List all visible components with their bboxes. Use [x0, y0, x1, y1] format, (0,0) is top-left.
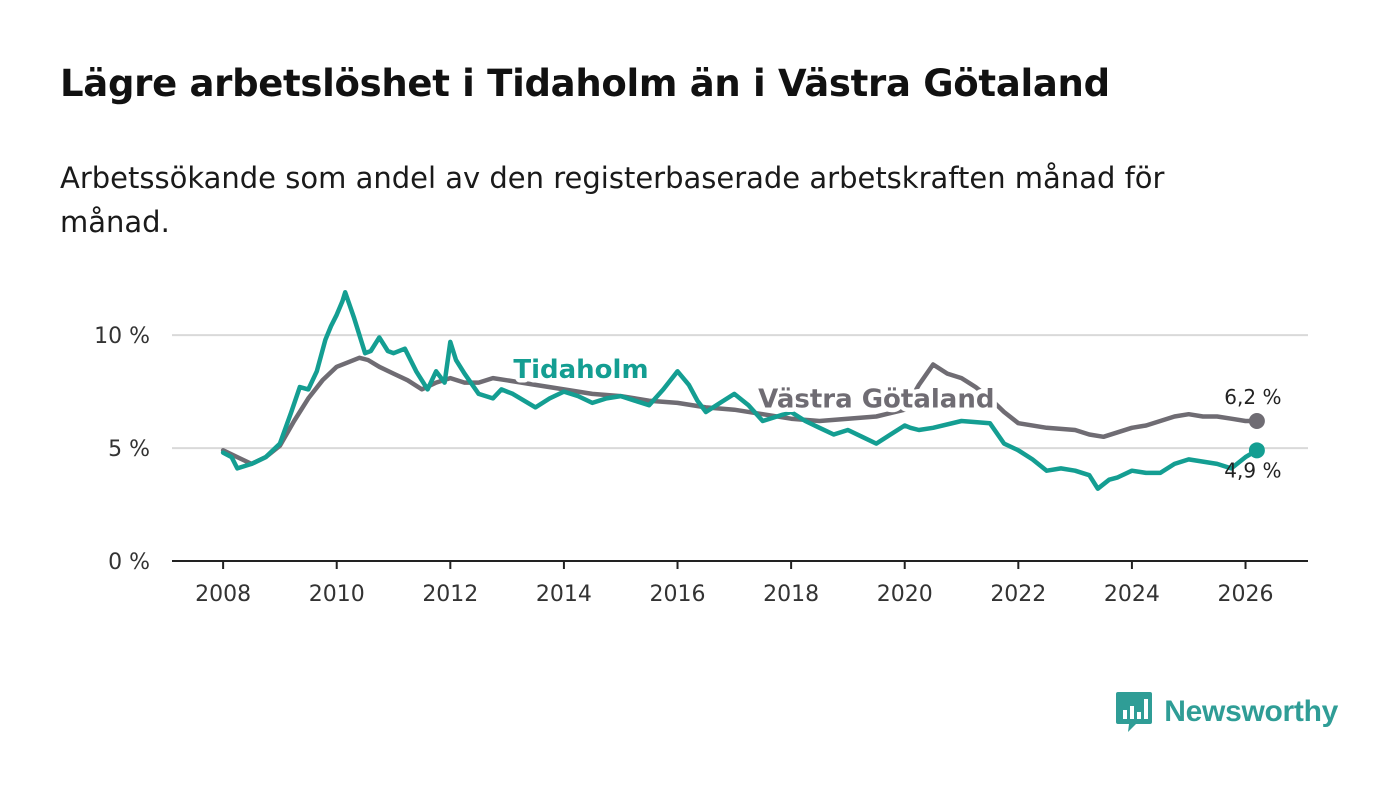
x-tick-label: 2022 [990, 582, 1046, 607]
x-tick-label: 2024 [1104, 582, 1160, 607]
x-tick-label: 2012 [422, 582, 478, 607]
x-tick-label: 2010 [309, 582, 365, 607]
series-line-v-stra-g-taland [220, 355, 1260, 467]
end-point-tidaholm [1248, 442, 1265, 459]
x-tick-label: 2016 [650, 582, 706, 607]
x-tick-label: 2008 [195, 582, 251, 607]
series-label-tidaholm: Tidaholm [513, 355, 648, 385]
series-lines [220, 290, 1260, 491]
x-axis: 2008 2010 2012 2014 2016 2018 2020 2022 2024 2026 [172, 560, 1308, 607]
end-value-label-v-stra-g-taland: 6,2 % [1224, 385, 1281, 409]
newsworthy-logo-text: Newsworthy [1164, 695, 1338, 728]
y-tick-label: 10 % [94, 324, 150, 349]
x-tick-label: 2020 [877, 582, 933, 607]
end-point-v-stra-g-taland [1248, 412, 1265, 429]
chart-labels: 6,2 % 4,9 % Tidaholm Västra Götaland [509, 351, 1282, 483]
x-tick-label: 2018 [763, 582, 819, 607]
end-value-label-tidaholm: 4,9 % [1224, 458, 1281, 482]
chart-subtitle: Arbetssökande som andel av den registerb… [60, 161, 1165, 239]
chart-title: Lägre arbetslöshet i Tidaholm än i Västr… [60, 62, 1110, 105]
y-tick-label: 0 % [108, 550, 150, 575]
newsworthy-logo: Newsworthy [1114, 690, 1338, 734]
series-label-v-stra-g-taland: Västra Götaland [758, 384, 994, 414]
series-line-tidaholm [220, 290, 1260, 491]
x-tick-label: 2014 [536, 582, 592, 607]
y-tick-label: 5 % [108, 437, 150, 462]
x-tick-label: 2026 [1218, 582, 1274, 607]
newsworthy-logo-icon [1116, 692, 1153, 732]
